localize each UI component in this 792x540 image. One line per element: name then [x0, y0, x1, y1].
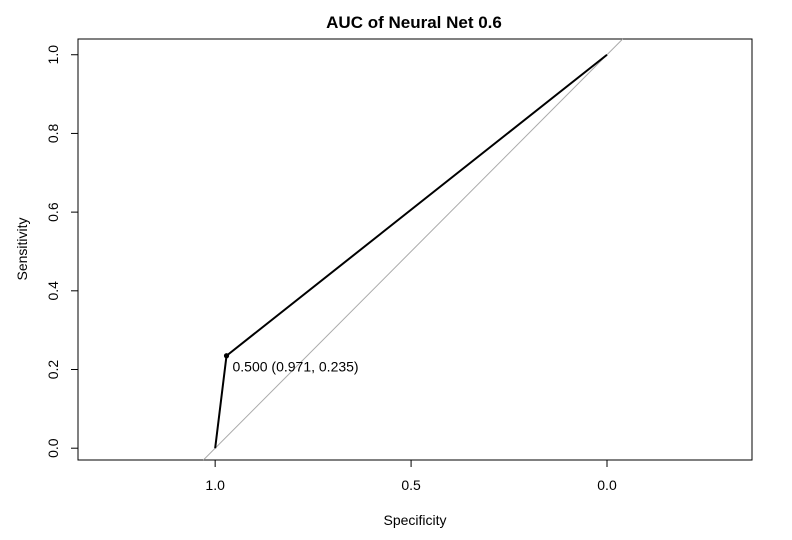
series-layer — [214, 53, 608, 449]
reference-diagonal-line — [203, 38, 624, 461]
x-tick-label: 1.0 — [205, 477, 225, 493]
y-tick-label: 0.6 — [45, 202, 61, 222]
y-tick-label: 1.0 — [45, 45, 61, 65]
reference-line-layer — [203, 38, 624, 461]
y-axis-label: Sensitivity — [14, 217, 30, 280]
y-axis: 0.0 0.2 0.4 0.6 0.8 1.0 — [45, 45, 79, 458]
x-tick-label: 0.0 — [597, 477, 617, 493]
y-tick-label: 0.8 — [45, 123, 61, 143]
y-tick-label: 0.4 — [45, 281, 61, 301]
chart-title: AUC of Neural Net 0.6 — [326, 13, 502, 32]
x-tick-label: 0.5 — [401, 477, 421, 493]
x-axis: 1.0 0.5 0.0 — [205, 459, 617, 493]
threshold-point — [223, 353, 230, 359]
y-tick-label: 0.0 — [45, 438, 61, 458]
x-axis-label: Specificity — [383, 512, 446, 528]
y-tick-label: 0.2 — [45, 360, 61, 380]
threshold-annotation: 0.500 (0.971, 0.235) — [233, 359, 359, 375]
plot-frame — [77, 38, 753, 461]
